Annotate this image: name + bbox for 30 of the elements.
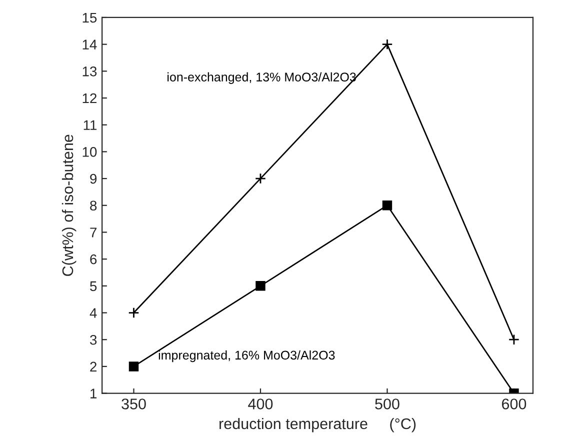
y-tick-label: 11 [84,120,97,130]
x-tick-label: 400 [248,398,273,410]
point [382,200,392,210]
y-tick-label: 15 [82,12,97,23]
series-label: ion-exchanged, 13% MoO3/Al2O3 [168,72,356,84]
y-tick-label: 10 [82,147,97,157]
y-tick-label: 12 [82,93,97,104]
y-tick-label: 3 [90,334,97,345]
y-tick-label: 6 [90,254,97,264]
x-tick-label: 600 [502,398,526,410]
point [256,281,266,291]
y-tick-label: 13 [82,66,97,76]
point [382,38,393,50]
point [128,307,140,318]
y-tick-label: 8 [90,200,97,211]
x-axis-title: reduction temperature (°C) [220,418,416,432]
series-label: impregnated, 16% MoO3/Al2O3 [158,350,335,362]
y-tick-label: 7 [90,228,96,238]
point [508,334,520,346]
y-tick-label: 4 [90,308,97,318]
y-tick-label: 9 [90,174,97,184]
x-tick-label: 500 [375,398,400,410]
y-tick-label: 14 [82,40,97,50]
y-tick-label: 2 [90,362,96,372]
x-tick-label: 350 [122,398,146,410]
point [254,172,266,184]
y-axis-title: C(wt%) of iso-butene [62,134,76,276]
y-tick-label: 1 [90,388,97,398]
y-tick-label: 5 [90,281,97,292]
point [128,362,139,372]
